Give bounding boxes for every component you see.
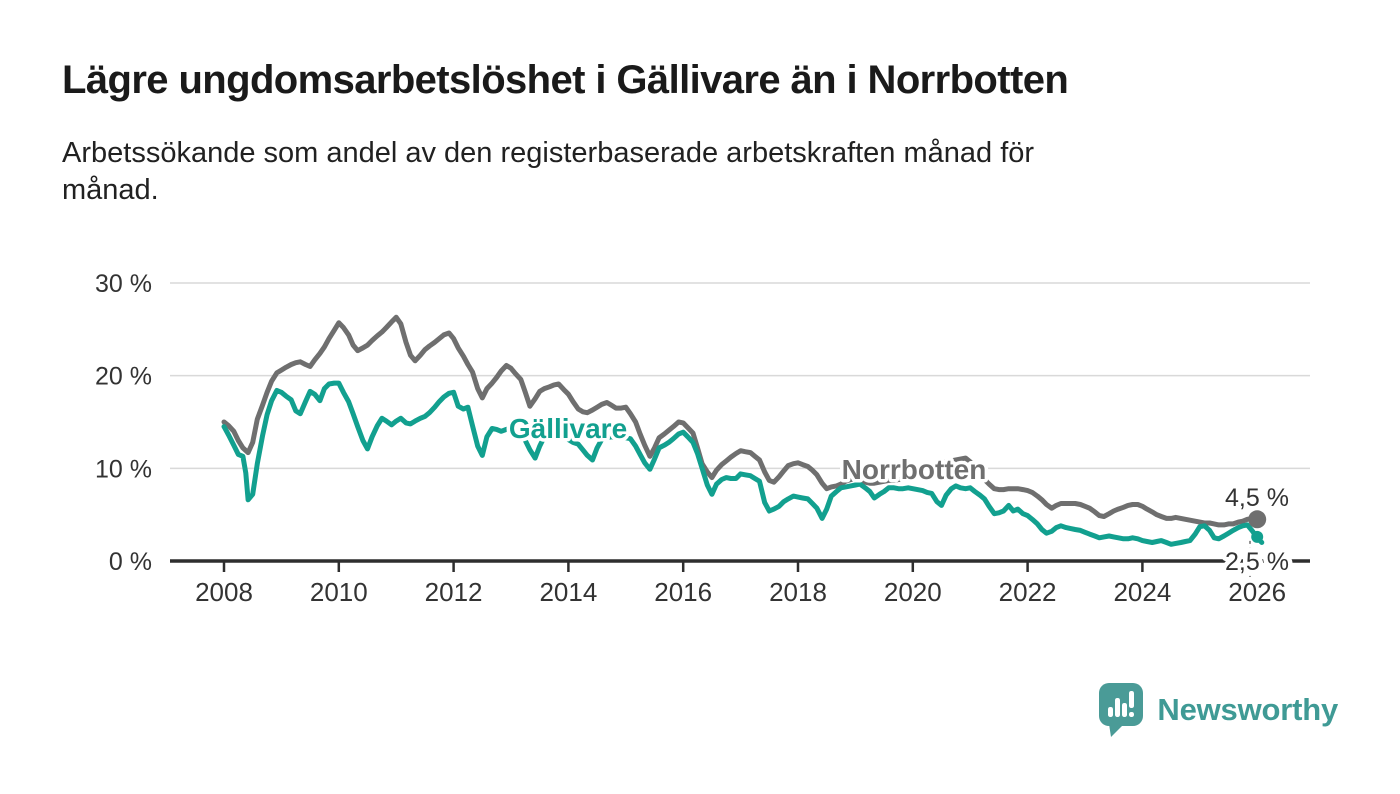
page-subtitle-line2: månad.: [62, 173, 159, 206]
series-label-Norrbotten: Norrbotten: [842, 454, 987, 485]
page-subtitle: Arbetssökande som andel av den registerb…: [62, 135, 1342, 209]
y-tick-label-10: 10 %: [95, 455, 152, 483]
x-tick-label-2022: 2022: [999, 577, 1057, 607]
x-tick-label-2012: 2012: [425, 577, 483, 607]
newsworthy-logo: Newsworthy: [1098, 682, 1338, 738]
series-end-dot-Gällivare: [1251, 530, 1264, 543]
newsworthy-logo-text: Newsworthy: [1157, 692, 1338, 727]
x-tick-label-2026: 2026: [1228, 577, 1286, 607]
x-tick-label-2024: 2024: [1113, 577, 1171, 607]
page-subtitle-line1: Arbetssökande som andel av den registerb…: [62, 136, 1035, 169]
series-line-Gällivare: [221, 380, 1265, 547]
x-tick-label-2014: 2014: [539, 577, 597, 607]
end-value-label-Gällivare: 2,5 %: [1225, 548, 1289, 576]
x-tick-label-2010: 2010: [310, 577, 368, 607]
x-tick-label-2008: 2008: [195, 577, 253, 607]
series-end-dot-Norrbotten: [1248, 510, 1267, 529]
series-label-Gällivare: Gällivare: [509, 413, 627, 444]
y-tick-label-30: 30 %: [95, 270, 152, 298]
y-tick-label-20: 20 %: [95, 363, 152, 391]
x-tick-label-2020: 2020: [884, 577, 942, 607]
end-value-label-Norrbotten: 4,5 %: [1225, 484, 1289, 512]
x-tick-label-2018: 2018: [769, 577, 827, 607]
chart-header: Lägre ungdomsarbetslöshet i Gällivare än…: [62, 58, 1342, 209]
x-tick-label-2016: 2016: [654, 577, 712, 607]
y-tick-label-0: 0 %: [109, 548, 152, 576]
series-line-Norrbotten: [221, 314, 1260, 528]
page-title: Lägre ungdomsarbetslöshet i Gällivare än…: [62, 58, 1069, 102]
newsworthy-logo-icon: [1099, 683, 1144, 737]
